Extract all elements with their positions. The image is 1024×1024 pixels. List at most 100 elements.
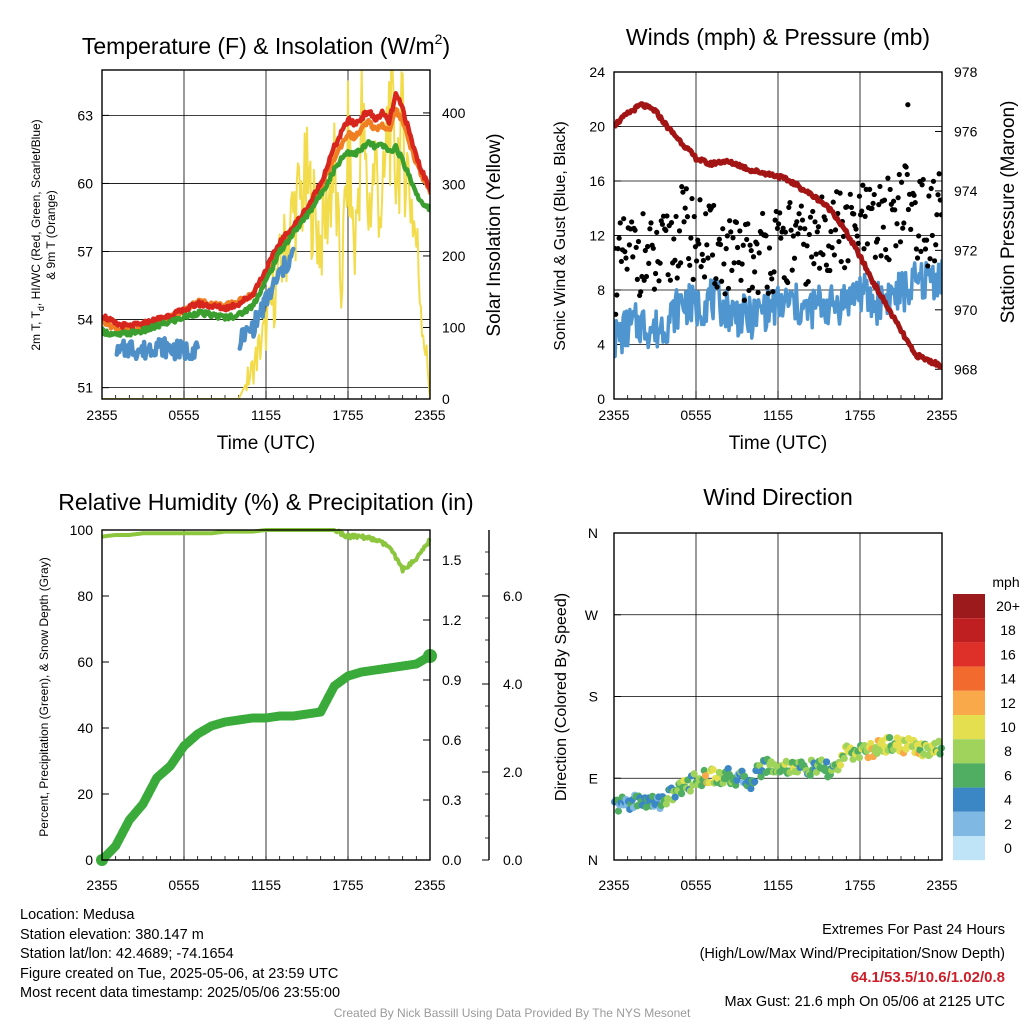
winds-gust-point	[703, 211, 709, 217]
winds-gust-point	[893, 243, 899, 249]
humidity-xtick-label: 0555	[168, 877, 199, 893]
location-text: Location: Medusa	[20, 907, 135, 923]
winds-gust-point	[719, 278, 725, 284]
winds-gust-point	[642, 247, 648, 254]
winds-gust-point	[791, 255, 798, 261]
humidity-ytick-label: 20	[77, 786, 93, 802]
humidity-xtick-label: 2355	[86, 877, 117, 893]
wind-direction-xtick-label: 2355	[926, 877, 957, 893]
temperature-y2tick-label: 0	[442, 391, 450, 407]
winds-ytick-label: 12	[589, 228, 605, 244]
winds-gust-point	[725, 285, 732, 292]
temperature-panel: 51 54 57 60 63 0 100 200 300 400 2355 0555 1155 1755 2…	[29, 31, 505, 454]
wind-direction-point	[867, 739, 875, 748]
temperature-ytick-label: 60	[77, 175, 93, 191]
winds-gust-point	[935, 192, 941, 198]
winds-gust-point	[720, 226, 726, 232]
temperature-y2tick-label: 100	[442, 319, 466, 335]
humidity-ytick-label: 0	[85, 852, 93, 868]
winds-xtick-label: 1755	[844, 407, 875, 423]
winds-gust-point	[766, 245, 773, 251]
winds-gust-point	[673, 213, 679, 220]
wind-direction-ylabel-left: Direction (Colored By Speed)	[553, 593, 570, 801]
winds-gust-point	[780, 225, 786, 231]
winds-xtick-label: 2355	[598, 407, 629, 423]
winds-gust-point	[782, 229, 789, 235]
winds-gust-point	[820, 251, 826, 258]
winds-gust-point	[890, 198, 897, 204]
wind-direction-point	[677, 790, 686, 798]
wind-speed-legend-swatch	[953, 836, 985, 861]
wind-speed-legend-swatch	[953, 787, 985, 812]
temperature-xlabel: Time (UTC)	[217, 433, 316, 454]
winds-ytick-label: 0	[597, 391, 605, 407]
wind-direction-point	[740, 772, 749, 781]
winds-gust-point	[788, 227, 794, 233]
extremes-subheading: (High/Low/Max Wind/Precipitation/Snow De…	[699, 946, 1005, 962]
winds-gust-point	[795, 231, 801, 237]
winds-gust-point	[813, 251, 819, 257]
winds-gust-point	[696, 241, 702, 247]
wind-direction-point	[709, 766, 717, 774]
winds-gust-point	[705, 255, 711, 261]
winds-gust-point	[683, 186, 689, 192]
winds-gust-point	[745, 221, 751, 227]
created-text: Figure created on Tue, 2025-05-06, at 23…	[20, 965, 339, 982]
winds-gust-point	[748, 247, 754, 254]
winds-gust-point	[714, 284, 720, 290]
winds-xtick-label: 0555	[680, 407, 711, 423]
temperature-ylabel-right: Solar Insolation (Yellow)	[484, 133, 505, 336]
winds-gust-point	[880, 224, 886, 230]
winds-gust-point	[896, 171, 902, 178]
winds-gust-point	[623, 255, 629, 261]
winds-series-pressure	[614, 101, 942, 370]
humidity-ytick-label: 60	[77, 654, 93, 670]
winds-gust-point	[860, 182, 866, 188]
winds-gust-point	[681, 219, 687, 225]
winds-gust-point	[914, 255, 921, 261]
wind-direction-point	[751, 778, 759, 786]
winds-gust-point	[864, 241, 871, 247]
wind-direction-point	[935, 737, 943, 746]
winds-gust-point	[881, 197, 888, 203]
winds-panel: 0 4 8 12 16 20 24 968 970 972 974 976 978 2355 0555 115…	[552, 24, 1019, 454]
humidity-ytick-label: 40	[77, 720, 93, 736]
winds-gust-point	[837, 190, 843, 196]
humidity-y2tick-label: 1.5	[442, 552, 462, 568]
winds-gust-point	[738, 277, 744, 283]
wind-speed-legend-label: 0	[1004, 840, 1012, 856]
winds-gust-point	[904, 171, 910, 178]
winds-gust-point	[774, 225, 781, 232]
winds-gust-point	[799, 217, 806, 223]
winds-gust-point	[897, 239, 904, 245]
winds-gust-point	[844, 204, 850, 210]
temperature-ytick-label: 57	[77, 244, 93, 260]
winds-gust-point	[798, 203, 804, 209]
winds-gust-point	[806, 231, 812, 238]
winds-gust-point	[692, 244, 699, 250]
wind-speed-legend-swatch	[953, 618, 985, 643]
wind-direction-point	[836, 761, 845, 769]
winds-gust-point	[925, 263, 931, 269]
winds-gust-point	[640, 211, 646, 217]
winds-ylabel-right: Station Pressure (Maroon)	[998, 101, 1019, 324]
winds-gust-point	[922, 246, 929, 252]
wind-speed-legend-label: 12	[1000, 695, 1016, 711]
winds-gust-point	[845, 258, 851, 264]
winds-gust-point	[740, 242, 746, 248]
winds-gust-point	[651, 286, 658, 292]
winds-title: Winds (mph) & Pressure (mb)	[626, 24, 930, 50]
winds-ytick-label: 24	[589, 64, 605, 80]
winds-gust-point	[785, 279, 791, 286]
winds-gust-point	[689, 195, 695, 202]
winds-gust-point	[802, 226, 808, 232]
winds-gust-point	[643, 273, 650, 280]
winds-gust-point	[672, 257, 678, 263]
winds-y2tick-label: 978	[954, 64, 978, 80]
winds-gust-point	[764, 284, 770, 290]
winds-gust-point	[851, 211, 857, 217]
temperature-xtick-label: 1155	[251, 407, 281, 423]
humidity-xtick-label: 2355	[414, 877, 445, 893]
winds-gust-point	[908, 226, 914, 232]
winds-gust-point	[900, 225, 906, 231]
